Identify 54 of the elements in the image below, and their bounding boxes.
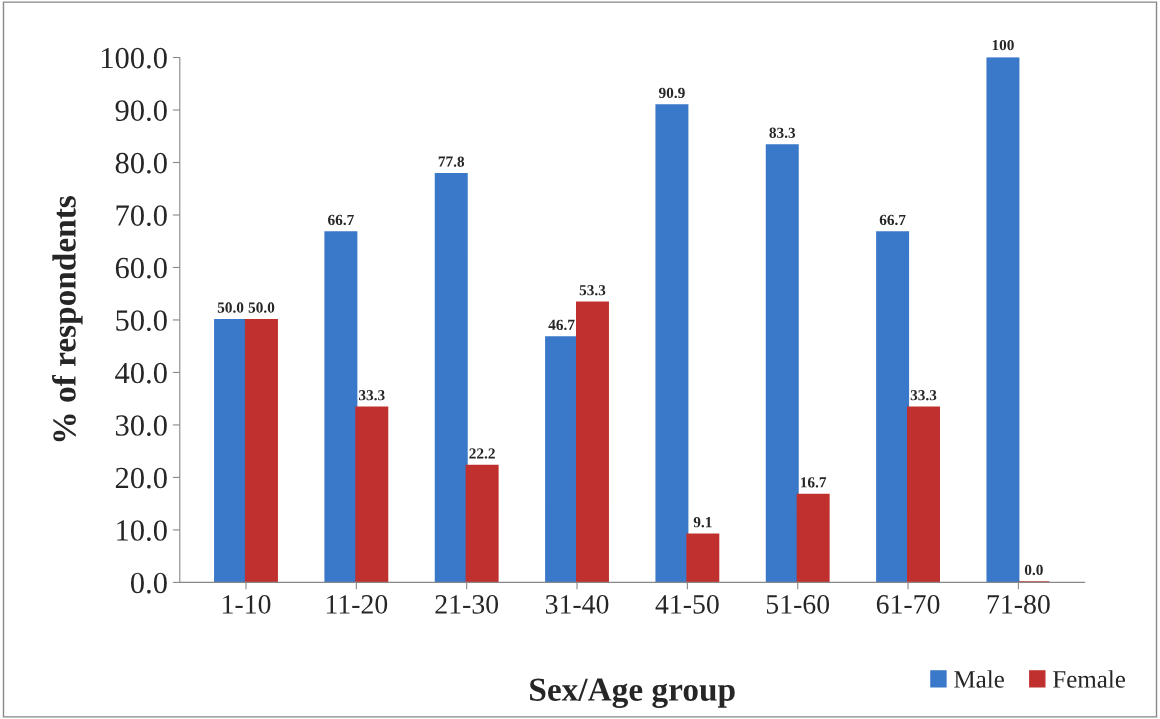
y-tick-label: 70.0 — [116, 205, 167, 227]
x-tick-label: 61-70 — [876, 595, 940, 614]
y-tick-label: 20.0 — [115, 467, 167, 489]
x-tick-label: 51-60 — [766, 595, 830, 614]
bar — [434, 173, 468, 583]
data-label: 100 — [992, 39, 1014, 51]
data-label: 77.8 — [438, 156, 465, 167]
data-label: 33.3 — [359, 390, 385, 401]
bar — [876, 231, 910, 583]
x-tick-label: 21-30 — [435, 595, 499, 614]
data-label: 53.3 — [579, 285, 606, 296]
x-tick-label: 31-40 — [545, 595, 609, 614]
y-axis-title: % of respondents — [52, 196, 83, 442]
data-label: 33.3 — [910, 390, 937, 401]
data-label: 46.7 — [548, 319, 575, 331]
bar — [355, 406, 389, 583]
bar — [244, 318, 278, 583]
bar — [686, 533, 720, 583]
x-axis-title: Sex/Age group — [530, 678, 735, 708]
bar — [214, 318, 248, 583]
data-label: 50.0 — [217, 302, 244, 313]
bar — [655, 104, 689, 583]
y-tick-label: 100.0 — [101, 47, 167, 69]
y-tick-label: 90.0 — [115, 100, 167, 122]
bar — [324, 231, 358, 583]
legend-label: Male — [954, 670, 1004, 688]
y-tick-label: 60.0 — [115, 257, 167, 279]
y-tick-label: 10.0 — [117, 520, 167, 541]
x-tick-label: 11-20 — [326, 595, 388, 614]
bar — [575, 301, 609, 583]
x-tick-label: 71-80 — [987, 595, 1050, 614]
data-label: 83.3 — [769, 127, 796, 138]
y-tick-label: 50.0 — [116, 310, 167, 331]
x-tick-label: 41-50 — [655, 595, 719, 614]
data-label: 66.7 — [879, 214, 906, 226]
bar — [765, 144, 799, 583]
x-tick-label: 1-10 — [222, 595, 271, 614]
data-label: 0.0 — [1024, 564, 1043, 576]
data-label: 9.1 — [693, 517, 712, 528]
bar — [545, 336, 579, 583]
data-label: 22.2 — [469, 448, 495, 459]
y-tick-label: 30.0 — [115, 415, 167, 436]
legend-label: Female — [1053, 670, 1126, 688]
bar — [907, 406, 940, 583]
bar — [465, 464, 499, 583]
data-label: 16.7 — [801, 477, 827, 488]
data-label: 90.9 — [658, 87, 685, 99]
bar — [796, 493, 830, 583]
y-tick-label: 40.0 — [115, 362, 167, 384]
data-label: 50.0 — [248, 302, 275, 313]
y-tick-label: 0.0 — [130, 572, 167, 594]
y-tick-label: 80.0 — [115, 152, 167, 174]
bar — [986, 57, 1020, 583]
data-label: 66.7 — [328, 214, 354, 226]
